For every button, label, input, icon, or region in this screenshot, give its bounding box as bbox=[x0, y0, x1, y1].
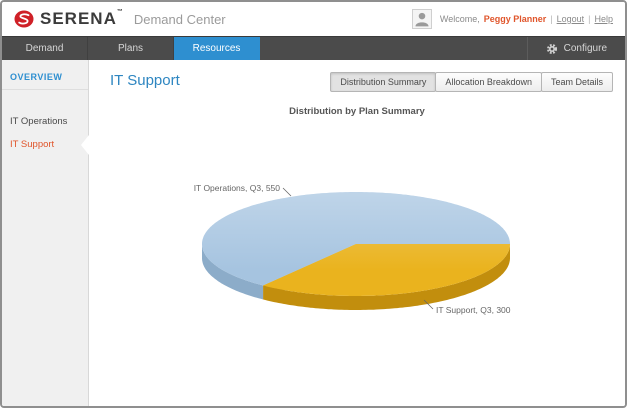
selected-item-notch bbox=[81, 135, 89, 155]
trademark-symbol: ™ bbox=[116, 9, 124, 15]
pie-side-it-operations bbox=[202, 244, 264, 300]
chart-title: Distribution by Plan Summary bbox=[289, 106, 425, 117]
pie-label-leader-it-operations bbox=[282, 187, 292, 197]
nav-tabs: Demand Plans Resources bbox=[2, 37, 260, 60]
configure-button[interactable]: Configure bbox=[526, 37, 625, 60]
product-name: Demand Center bbox=[133, 11, 226, 27]
welcome-text: Welcome, bbox=[439, 14, 480, 24]
app-header: SERENA™ Demand Center Welcome, Peggy Pla… bbox=[2, 2, 625, 36]
pie-label-it-operations: IT Operations, Q3, 550 bbox=[194, 183, 281, 193]
pie-side-it-support bbox=[263, 244, 510, 310]
pie-label-it-support: IT Support, Q3, 300 bbox=[436, 305, 511, 315]
distribution-summary-button[interactable]: Distribution Summary bbox=[330, 72, 437, 92]
brand-name: SERENA™ bbox=[40, 9, 124, 28]
logout-link[interactable]: Logout bbox=[556, 14, 585, 24]
sidebar: OVERVIEW IT Operations IT Support bbox=[2, 60, 89, 406]
nav-tab-plans[interactable]: Plans bbox=[88, 37, 174, 60]
separator: | bbox=[550, 14, 553, 24]
pie-sheen-overlay bbox=[202, 192, 510, 296]
view-button-group: Distribution Summary Allocation Breakdown… bbox=[330, 72, 613, 92]
nav-tab-demand[interactable]: Demand bbox=[2, 37, 88, 60]
separator: | bbox=[588, 14, 591, 24]
sidebar-section-title: OVERVIEW bbox=[2, 60, 88, 90]
help-link[interactable]: Help bbox=[594, 14, 613, 24]
user-name[interactable]: Peggy Planner bbox=[483, 14, 547, 24]
person-icon bbox=[415, 12, 429, 27]
team-details-button[interactable]: Team Details bbox=[540, 72, 613, 92]
pie-label-leader-it-support bbox=[423, 299, 434, 310]
sidebar-item-it-operations[interactable]: IT Operations bbox=[10, 116, 68, 127]
content-area: OVERVIEW IT Operations IT Support IT Supp… bbox=[2, 60, 625, 406]
nav-tab-resources[interactable]: Resources bbox=[174, 37, 260, 60]
main-panel: IT Support Distribution Summary Allocatio… bbox=[89, 60, 625, 406]
welcome-area: Welcome, Peggy Planner | Logout | Help bbox=[440, 14, 617, 24]
serena-logo-icon bbox=[14, 10, 34, 28]
page-title: IT Support bbox=[110, 72, 180, 89]
sidebar-items: IT Operations IT Support bbox=[2, 110, 88, 156]
main-nav: Demand Plans Resources Configure bbox=[2, 36, 625, 60]
gear-icon bbox=[546, 43, 557, 54]
sidebar-item-it-support[interactable]: IT Support bbox=[10, 139, 55, 150]
configure-label: Configure bbox=[563, 43, 607, 54]
user-avatar[interactable] bbox=[411, 9, 432, 29]
pie-chart: IT Operations, Q3, 550 IT Support, Q3, 30… bbox=[194, 183, 511, 315]
